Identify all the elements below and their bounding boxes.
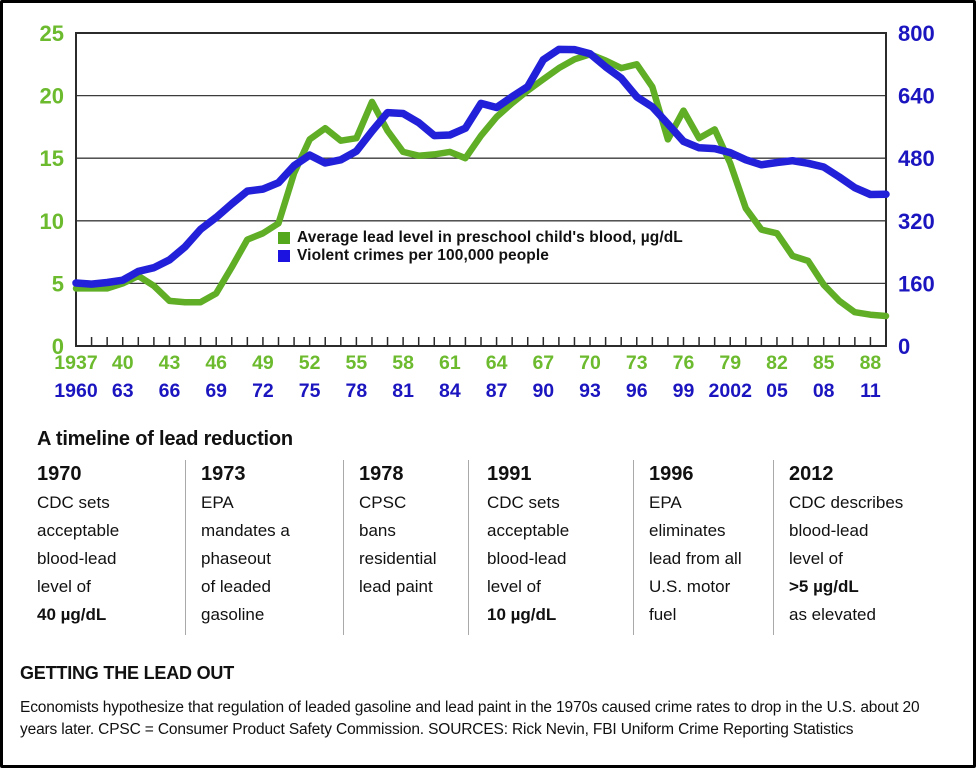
x-axis-label-green: 64 [486,352,508,374]
lead-reduction-timeline: A timeline of lead reduction 1970 CDC se… [37,428,956,635]
crime-series-swatch-icon [278,250,290,262]
x-axis-label-green: 1937 [54,352,97,374]
x-axis-label-green: 73 [626,352,648,374]
event-year: 1978 [359,463,404,485]
x-axis-label-blue: 81 [392,380,414,402]
x-axis-label-green: 55 [346,352,368,374]
y-axis-right-label: 480 [898,146,935,171]
event-year: 1996 [649,463,694,485]
timeline-heading: A timeline of lead reduction [37,428,293,450]
legend-item-lead: Average lead level in preschool child's … [278,229,683,247]
x-axis-label-green: 49 [252,352,274,374]
y-axis-right-label: 640 [898,84,935,109]
event-year: 2012 [789,463,834,485]
event-body: CDC sets acceptable blood-lead level of [37,493,120,596]
event-body: EPA eliminates lead from all U.S. motor … [649,493,742,624]
x-axis-label-green: 67 [532,352,554,374]
x-axis-label-green: 43 [159,352,181,374]
legend-label-lead: Average lead level in preschool child's … [297,229,683,246]
chart-legend: Average lead level in preschool child's … [278,229,683,265]
y-axis-left-label: 15 [40,146,64,171]
timeline-event-1996: 1996 EPA eliminates lead from all U.S. m… [633,460,773,635]
y-axis-left-label: 25 [40,21,64,46]
y-axis-right-label: 160 [898,271,935,296]
event-value: >5 µg/dL [789,577,859,596]
event-value: 10 µg/dL [487,605,557,624]
event-year: 1973 [201,463,246,485]
event-year: 1991 [487,463,532,485]
timeline-event-1991: 1991 CDC sets acceptable blood-lead leve… [468,460,633,635]
legend-label-crime: Violent crimes per 100,000 people [297,247,549,264]
event-value: 40 µg/dL [37,605,107,624]
x-axis-label-blue: 66 [159,380,181,402]
event-body: EPA mandates a phaseout of leaded gasoli… [201,493,290,624]
event-body: CDC describes blood-lead level of [789,493,904,568]
x-axis-label-green: 58 [392,352,414,374]
event-body: CDC sets acceptable blood-lead level of [487,493,570,596]
x-axis-label-blue: 75 [299,380,321,402]
y-axis-right-label: 320 [898,209,935,234]
x-axis-label-blue: 69 [205,380,227,402]
x-axis-label-blue: 87 [486,380,508,402]
lead-crime-chart: 0 5 10 15 20 25 0 160 320 480 640 800 1937 40 43 46 49 52… [40,21,935,402]
lead-series-swatch-icon [278,232,290,244]
x-axis-label-green: 76 [673,352,695,374]
plot-border [75,32,887,347]
y-axis-left-label: 10 [40,209,64,234]
x-axis-label-green: 61 [439,352,461,374]
x-axis-label-blue: 05 [766,380,788,402]
x-axis-label-blue: 63 [112,380,134,402]
event-body: CPSC bans residential lead paint [359,493,437,596]
x-axis-label-blue: 90 [532,380,554,402]
x-axis-label-green: 46 [205,352,227,374]
x-axis-label-green: 52 [299,352,321,374]
x-axis-label-blue: 99 [673,380,695,402]
x-axis-label-green: 85 [813,352,835,374]
x-axis-label-blue: 72 [252,380,274,402]
y-axis-right-label: 0 [898,334,910,359]
y-axis-left-label: 20 [40,84,64,109]
event-tail: as elevated [789,605,876,624]
timeline-event-1970: 1970 CDC sets acceptable blood-lead leve… [37,460,185,635]
x-axis-label-green: 79 [719,352,741,374]
x-axis-label-blue: 93 [579,380,601,402]
x-axis-label-blue: 2002 [709,380,753,402]
event-year: 1970 [37,463,82,485]
x-axis-label-blue: 1960 [54,380,98,402]
x-axis-label-green: 82 [766,352,788,374]
y-axis-right-label: 800 [898,21,935,46]
figure-caption: Economists hypothesize that regulation o… [20,699,920,738]
y-axis-left-label: 0 [52,334,64,359]
lead-level-line [72,51,890,320]
timeline-event-1978: 1978 CPSC bans residential lead paint [343,460,468,635]
violent-crime-line [72,45,890,288]
x-axis-label-green: 40 [112,352,134,374]
y-axis-left-label: 5 [52,271,64,296]
timeline-event-1973: 1973 EPA mandates a phaseout of leaded g… [185,460,343,635]
x-axis-label-green: 70 [579,352,601,374]
footer: GETTING THE LEAD OUT Economists hypothes… [20,663,956,740]
x-axis-label-blue: 78 [346,380,368,402]
figure-title: GETTING THE LEAD OUT [20,663,234,683]
x-axis-label-blue: 08 [813,380,835,402]
x-axis-label-blue: 11 [860,380,881,402]
timeline-event-2012: 2012 CDC describes blood-lead level of >… [773,460,953,635]
timeline-events: 1970 CDC sets acceptable blood-lead leve… [37,460,956,635]
x-axis-label-blue: 96 [626,380,648,402]
x-axis-label-green: 88 [860,352,882,374]
legend-item-crime: Violent crimes per 100,000 people [278,247,683,265]
x-axis-label-blue: 84 [439,380,461,402]
